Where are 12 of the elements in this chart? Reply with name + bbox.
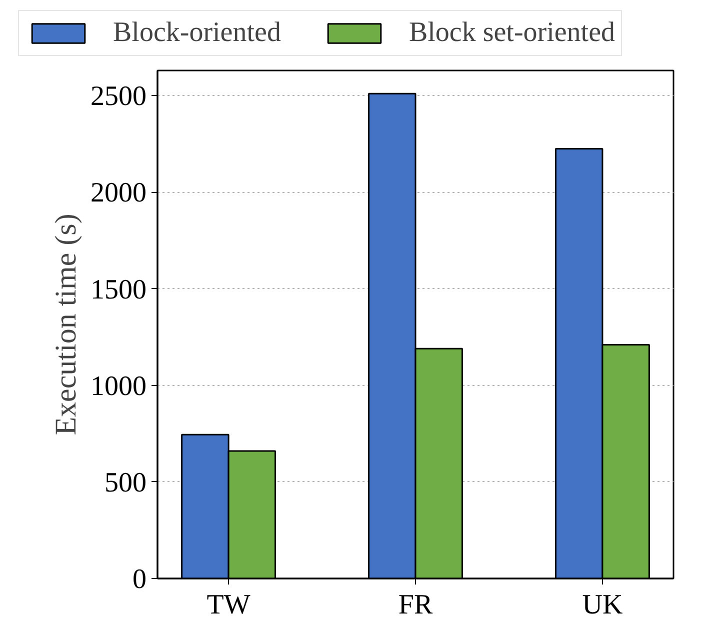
- legend-label: Block-oriented: [113, 17, 281, 49]
- y-axis-title: Execution time (s): [50, 214, 82, 436]
- x-tick-label: TW: [206, 590, 251, 620]
- y-tick-label: 500: [104, 467, 146, 498]
- y-tick-label: 0: [132, 564, 146, 595]
- x-tick-label: FR: [398, 590, 433, 620]
- x-tick-label: UK: [582, 590, 623, 620]
- legend-label: Block set-oriented: [408, 17, 616, 49]
- y-tick-label: 1000: [90, 370, 146, 402]
- y-tick-label: 1500: [90, 274, 146, 306]
- y-tick-label: 2000: [90, 178, 146, 209]
- y-tick-label: 2500: [90, 81, 146, 112]
